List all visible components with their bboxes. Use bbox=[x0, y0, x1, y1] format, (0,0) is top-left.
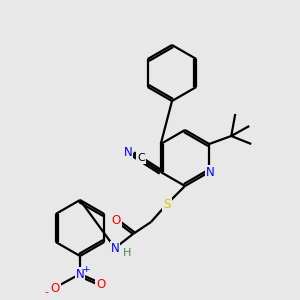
Text: N: N bbox=[123, 146, 132, 158]
Text: O: O bbox=[50, 281, 60, 295]
Text: S: S bbox=[163, 197, 171, 211]
Text: C: C bbox=[137, 153, 145, 163]
Text: H: H bbox=[123, 248, 131, 258]
Text: O: O bbox=[96, 278, 106, 290]
Text: N: N bbox=[76, 268, 84, 281]
Text: -: - bbox=[44, 287, 48, 297]
Text: N: N bbox=[111, 242, 119, 254]
Text: O: O bbox=[111, 214, 121, 227]
Text: N: N bbox=[206, 166, 214, 178]
Text: +: + bbox=[82, 265, 90, 274]
